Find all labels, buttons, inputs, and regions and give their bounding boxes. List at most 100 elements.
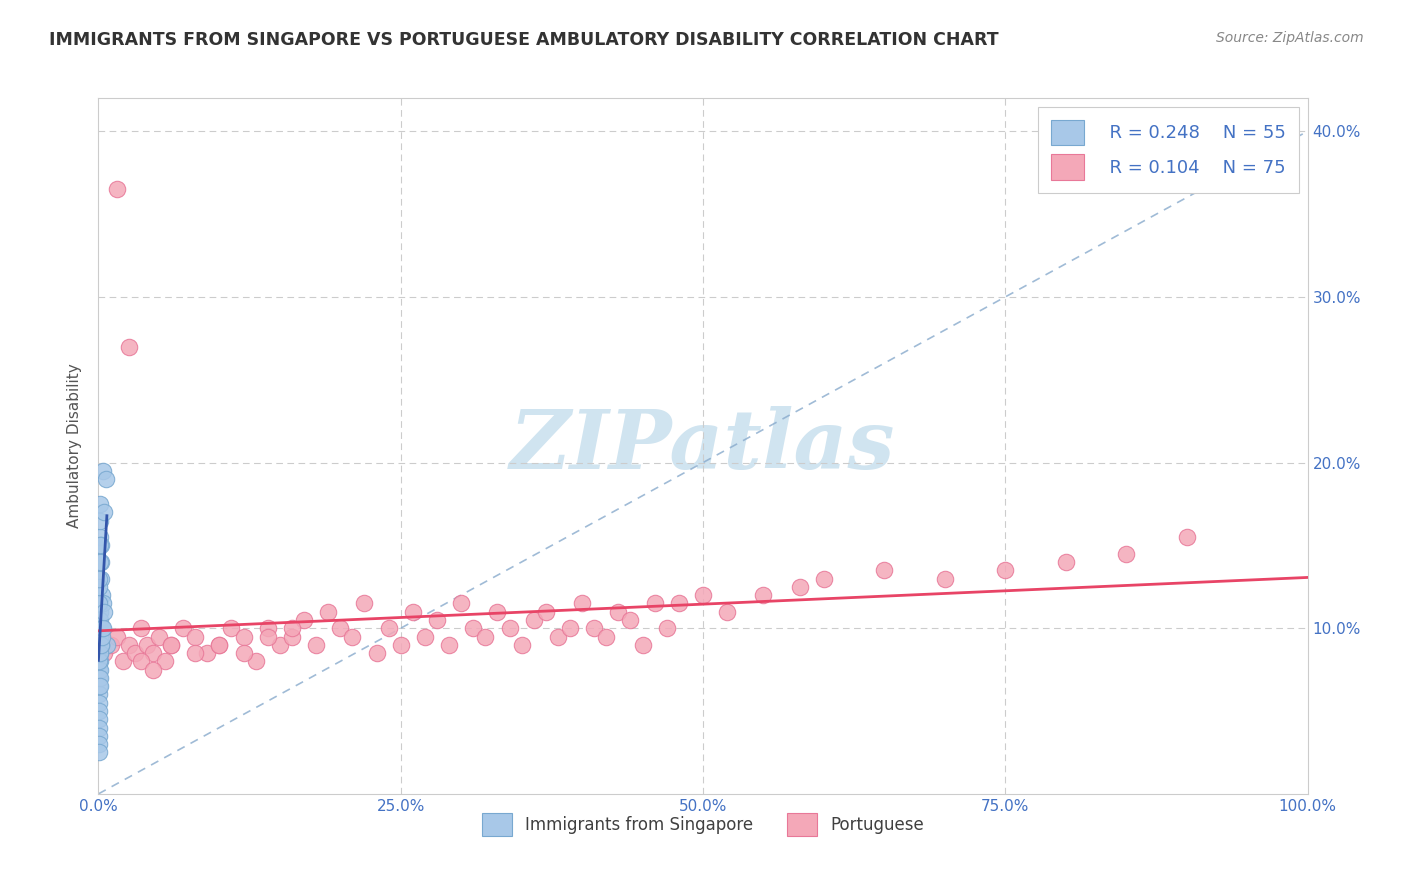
Point xyxy=(124,646,146,660)
Point xyxy=(463,621,485,635)
Point xyxy=(87,704,110,718)
Point xyxy=(934,572,956,586)
Point xyxy=(153,654,176,668)
Point xyxy=(221,621,243,635)
Point xyxy=(644,596,666,610)
Point xyxy=(91,621,114,635)
Point xyxy=(142,646,165,660)
Point xyxy=(93,646,115,660)
Point xyxy=(172,621,194,635)
Point xyxy=(93,605,115,619)
Point xyxy=(486,605,509,619)
Point xyxy=(87,654,110,668)
Point xyxy=(96,638,118,652)
Point xyxy=(89,663,111,677)
Point xyxy=(91,630,114,644)
Point xyxy=(93,505,115,519)
Point xyxy=(89,497,111,511)
Point xyxy=(668,596,690,610)
Point xyxy=(89,630,111,644)
Point xyxy=(91,596,114,610)
Point xyxy=(87,580,110,594)
Point xyxy=(426,613,449,627)
Point xyxy=(87,613,110,627)
Point xyxy=(583,621,606,635)
Point xyxy=(547,630,569,644)
Point xyxy=(160,638,183,652)
Point xyxy=(184,630,207,644)
Point xyxy=(256,621,278,635)
Point xyxy=(245,654,267,668)
Point xyxy=(89,654,111,668)
Point xyxy=(89,630,111,644)
Point xyxy=(87,646,110,660)
Point xyxy=(87,663,110,677)
Point xyxy=(607,605,630,619)
Point xyxy=(873,563,896,577)
Point xyxy=(269,638,291,652)
Point xyxy=(87,621,110,635)
Point xyxy=(118,340,141,354)
Point xyxy=(87,596,110,610)
Point xyxy=(87,630,110,644)
Point xyxy=(90,538,112,552)
Point xyxy=(105,630,128,644)
Point xyxy=(184,646,207,660)
Point xyxy=(87,638,110,652)
Point xyxy=(389,638,412,652)
Text: IMMIGRANTS FROM SINGAPORE VS PORTUGUESE AMBULATORY DISABILITY CORRELATION CHART: IMMIGRANTS FROM SINGAPORE VS PORTUGUESE … xyxy=(49,31,998,49)
Point xyxy=(631,638,654,652)
Point xyxy=(87,572,110,586)
Point xyxy=(1054,555,1077,569)
Point xyxy=(437,638,460,652)
Point xyxy=(89,621,111,635)
Point xyxy=(118,638,141,652)
Point xyxy=(87,696,110,710)
Point xyxy=(366,646,388,660)
Point xyxy=(129,621,152,635)
Point xyxy=(813,572,835,586)
Point xyxy=(89,514,111,528)
Point xyxy=(87,618,110,632)
Point xyxy=(208,638,231,652)
Point xyxy=(994,563,1017,577)
Point xyxy=(89,679,111,693)
Point xyxy=(89,646,111,660)
Point xyxy=(692,588,714,602)
Point xyxy=(232,646,254,660)
Point xyxy=(558,621,581,635)
Point xyxy=(89,538,111,552)
Point xyxy=(111,654,134,668)
Point xyxy=(91,588,114,602)
Text: Source: ZipAtlas.com: Source: ZipAtlas.com xyxy=(1216,31,1364,45)
Point xyxy=(87,737,110,751)
Point xyxy=(752,588,775,602)
Point xyxy=(329,621,352,635)
Point xyxy=(87,688,110,702)
Point xyxy=(450,596,472,610)
Point xyxy=(595,630,617,644)
Point xyxy=(619,613,641,627)
Point xyxy=(89,605,111,619)
Legend: Immigrants from Singapore, Portuguese: Immigrants from Singapore, Portuguese xyxy=(471,801,935,848)
Point xyxy=(90,572,112,586)
Point xyxy=(655,621,678,635)
Point xyxy=(281,630,304,644)
Point xyxy=(91,621,114,635)
Point xyxy=(91,464,114,478)
Point xyxy=(208,638,231,652)
Point xyxy=(281,621,304,635)
Point xyxy=(87,671,110,685)
Point xyxy=(377,621,399,635)
Point xyxy=(87,729,110,743)
Point xyxy=(129,654,152,668)
Point xyxy=(256,630,278,644)
Point xyxy=(402,605,425,619)
Point xyxy=(89,555,111,569)
Point xyxy=(305,638,328,652)
Point xyxy=(1115,547,1137,561)
Point xyxy=(1175,530,1198,544)
Point xyxy=(89,671,111,685)
Point xyxy=(148,630,170,644)
Y-axis label: Ambulatory Disability: Ambulatory Disability xyxy=(67,364,83,528)
